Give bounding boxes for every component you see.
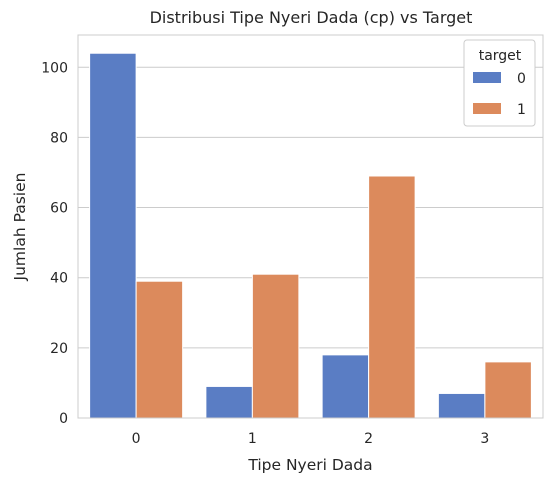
legend-swatch-0 (473, 72, 501, 83)
legend-label-1: 1 (517, 102, 526, 118)
y-tick-label: 80 (50, 130, 68, 146)
bar-target-1-cp-0 (135, 280, 184, 419)
x-tick-label: 0 (132, 431, 141, 447)
y-tick-label: 100 (41, 60, 68, 76)
x-tick-label: 1 (248, 431, 257, 447)
y-tick-label: 20 (50, 341, 68, 357)
y-axis-label: Jumlah Pasien (11, 173, 29, 282)
legend-title: target (479, 48, 522, 64)
y-tick-labels: 0 20 40 60 80 100 (41, 60, 68, 427)
bar-target-0-cp-0 (89, 52, 137, 419)
chart-title: Distribusi Tipe Nyeri Dada (cp) vs Targe… (150, 8, 473, 27)
plot-frame (77, 34, 544, 419)
y-tick-label: 0 (59, 411, 68, 427)
bar-target-0-cp-2 (321, 354, 370, 419)
y-tick-label: 60 (50, 201, 68, 217)
legend-swatch-1 (473, 103, 501, 114)
bar-target-0-cp-1 (205, 385, 253, 419)
bar-target-0-cp-3 (437, 392, 486, 419)
x-tick-labels: 0 1 2 3 (132, 431, 490, 447)
legend: target 0 1 (463, 39, 536, 127)
x-tick-label: 2 (364, 431, 373, 447)
x-tick-label: 3 (480, 431, 489, 447)
bar-target-1-cp-3 (484, 361, 532, 419)
y-tick-label: 40 (50, 271, 68, 287)
legend-label-0: 0 (517, 71, 526, 87)
x-axis-label: Tipe Nyeri Dada (247, 456, 372, 474)
bar-target-1-cp-2 (368, 175, 416, 419)
bars (89, 52, 532, 419)
bar-target-1-cp-1 (251, 273, 300, 419)
